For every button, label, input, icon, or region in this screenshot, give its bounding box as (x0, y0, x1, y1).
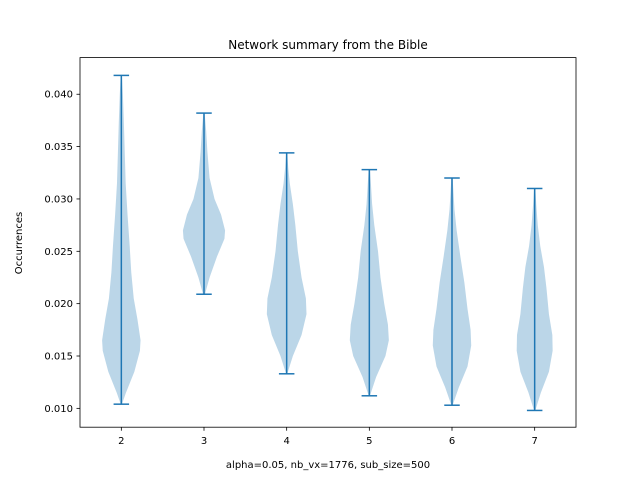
y-axis-label: Occurrences (14, 212, 25, 274)
x-tick-label-7: 7 (531, 436, 537, 447)
x-tick-label-2: 2 (118, 436, 124, 447)
x-tick-label-5: 5 (366, 436, 372, 447)
y-tick-label-0.020: 0.020 (44, 299, 73, 310)
y-tick-label-0.010: 0.010 (44, 404, 73, 415)
y-tick-label-0.030: 0.030 (44, 194, 73, 205)
ticks-layer: 2 3 4 5 6 7 0.010 0.015 0.020 0.025 0.030 0.035 0.04… (44, 90, 537, 447)
x-tick-label-6: 6 (449, 436, 455, 447)
x-tick-label-4: 4 (283, 436, 289, 447)
y-tick-label-0.025: 0.025 (44, 247, 73, 258)
violins-layer (102, 74, 553, 412)
plot-frame (79, 57, 577, 428)
y-tick-label-0.040: 0.040 (44, 90, 73, 101)
x-axis-label: alpha=0.05, nb_vx=1776, sub_size=500 (226, 460, 430, 471)
y-tick-label-0.035: 0.035 (44, 142, 73, 153)
y-tick-label-0.015: 0.015 (44, 352, 73, 363)
chart-title: Network summary from the Bible (228, 38, 428, 52)
x-tick-label-3: 3 (201, 436, 207, 447)
